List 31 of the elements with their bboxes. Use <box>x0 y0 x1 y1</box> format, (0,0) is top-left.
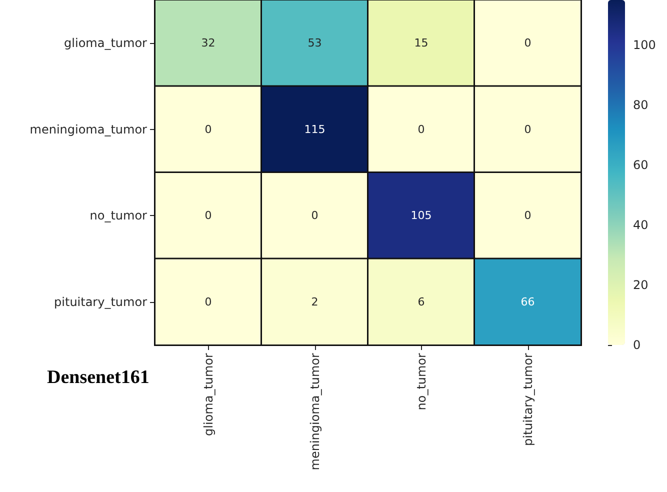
data-label: 115 <box>304 122 326 136</box>
data-label: 0 <box>311 209 318 222</box>
color-bar-label: 60 <box>633 158 648 172</box>
data-label: 0 <box>204 295 212 308</box>
data-label: 0 <box>524 36 532 50</box>
data-label: 15 <box>414 36 428 50</box>
x-tick-label: glioma_tumor <box>201 352 216 436</box>
y-tick-label: pituitary_tumor <box>54 294 148 309</box>
y-tick-label: meningioma_tumor <box>30 122 148 136</box>
data-label: 0 <box>524 122 532 136</box>
text: Densenet161 <box>47 367 150 388</box>
color-bar-label: 40 <box>633 218 648 232</box>
y-tick-label: glioma_tumor <box>64 36 148 50</box>
data-label: 105 <box>410 209 432 222</box>
x-tick-label: meningioma_tumor <box>308 352 322 470</box>
y-tick-label: no_tumor <box>90 208 148 223</box>
data-label: 53 <box>308 36 322 50</box>
data-label: 0 <box>418 122 425 136</box>
data-label: 0 <box>204 122 212 136</box>
x-tick-label: no_tumor <box>414 352 428 410</box>
data-label: 6 <box>418 295 425 308</box>
color-bar-label: 100 <box>633 38 656 52</box>
data-label: 66 <box>520 295 535 308</box>
data-label: 32 <box>201 36 216 50</box>
x-tick-label: pituitary_tumor <box>520 352 535 446</box>
color-bar-label: 20 <box>633 278 648 292</box>
data-label: 0 <box>204 209 212 222</box>
data-label: 0 <box>524 209 532 222</box>
color-bar-label: 0 <box>633 338 641 352</box>
data-label: 2 <box>311 295 318 308</box>
color-bar-label: 80 <box>633 98 648 112</box>
